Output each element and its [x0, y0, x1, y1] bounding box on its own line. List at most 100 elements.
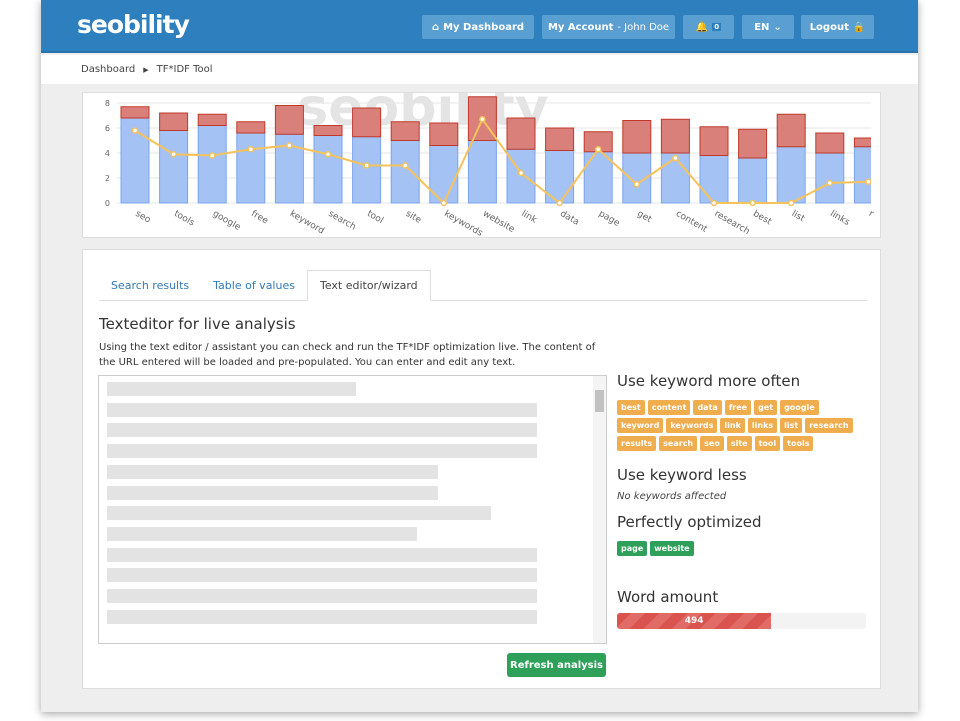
keyword-chart: seobility 0 2 4 6 8 seo tools google free keyword s…: [82, 92, 881, 239]
keyword-tag: list: [780, 418, 803, 433]
word-amount-title: Word amount: [617, 588, 719, 606]
bar-red: [197, 113, 227, 126]
y-tick-label: 4: [105, 149, 110, 158]
x-tick-label: research: [713, 209, 752, 237]
keyword-tag: tools: [783, 436, 814, 451]
text-line: [107, 403, 537, 417]
keyword-tag: data: [693, 400, 722, 415]
line-point: [517, 169, 525, 177]
breadcrumb-current: TF*IDF Tool: [156, 64, 213, 75]
line-point: [749, 199, 756, 207]
word-amount-fill: 494: [617, 613, 772, 629]
x-tick-label: keywords: [442, 209, 484, 239]
perfect-title: Perfectly optimized: [617, 513, 762, 531]
bar-red: [506, 117, 536, 150]
refresh-analysis-button[interactable]: Refresh analysis: [507, 653, 606, 677]
line-point: [479, 116, 486, 123]
bar-blue: [390, 140, 420, 204]
x-tick-label: data: [558, 209, 581, 228]
home-icon: ⌂: [431, 21, 440, 33]
x-tick-label: keyword: [288, 209, 326, 237]
bar-red: [699, 126, 729, 156]
keyword-tag: get: [754, 400, 778, 415]
line-point: [363, 162, 370, 169]
perfect-tags: page website: [617, 541, 867, 556]
text-line: [107, 423, 537, 437]
text-line: [107, 382, 356, 396]
line-point: [633, 181, 641, 188]
tab-table-of-values[interactable]: Table of values: [213, 278, 295, 292]
tab-text-editor[interactable]: Text editor/wizard: [306, 270, 431, 301]
less-title: Use keyword less: [617, 466, 747, 484]
keyword-tag: content: [647, 400, 691, 415]
line-point: [710, 199, 718, 207]
my-dashboard-button[interactable]: ⌂ My Dashboard: [422, 15, 534, 39]
language-label: EN: [754, 21, 770, 33]
chevron-down-icon: ⌄: [773, 21, 782, 33]
bar-red: [776, 113, 806, 148]
y-tick-label: 2: [105, 174, 110, 183]
top-navbar: seobility ⌂ My Dashboard My Account - Joh…: [41, 0, 918, 53]
bar-blue: [699, 155, 729, 204]
bar-blue: [776, 146, 806, 204]
bar-red: [120, 106, 150, 119]
keyword-tag: best: [617, 400, 645, 415]
bar-blue: [467, 140, 497, 204]
text-line: [107, 568, 537, 582]
breadcrumb-dashboard[interactable]: Dashboard: [81, 64, 136, 75]
bar-red: [390, 121, 420, 141]
x-tick-label: tool: [365, 209, 385, 226]
keyword-tag: research: [805, 418, 853, 433]
my-account-label: My Account: [547, 21, 614, 33]
bar-blue: [236, 132, 266, 204]
line-point: [556, 199, 563, 207]
keyword-tag: keyword: [617, 418, 664, 433]
y-tick-label: 8: [105, 99, 110, 108]
lock-icon: 🔒: [852, 21, 866, 33]
x-tick-label: list: [790, 209, 807, 225]
keyword-tag: site: [726, 436, 752, 451]
more-often-title: Use keyword more often: [617, 372, 801, 390]
bar-blue: [352, 136, 382, 204]
notifications-button[interactable]: 🔔 0: [683, 15, 734, 39]
bar-blue: [660, 152, 690, 204]
scrollbar-thumb[interactable]: [595, 390, 604, 412]
bar-red: [545, 127, 575, 151]
x-tick-label: content: [674, 209, 709, 235]
caret-right-icon: ▶: [143, 65, 149, 74]
editor-description: Using the text editor / assistant you ca…: [99, 342, 596, 368]
line-point: [286, 142, 293, 149]
x-tick-label: search: [327, 209, 358, 233]
bar-blue: [853, 146, 871, 204]
bar-red: [660, 118, 690, 154]
x-tick-label: site: [404, 209, 423, 226]
line-point: [131, 127, 139, 134]
line-point: [208, 152, 216, 159]
scrollbar[interactable]: [593, 376, 606, 643]
keyword-tag: links: [747, 418, 778, 433]
bar-red: [429, 122, 459, 146]
breadcrumb: Dashboard ▶ TF*IDF Tool: [41, 55, 918, 84]
logo[interactable]: seobility: [77, 10, 190, 39]
bar-blue: [197, 125, 227, 204]
x-tick-label: r: [867, 209, 875, 220]
logout-label: Logout: [809, 21, 849, 33]
x-tick-label: website: [481, 209, 517, 235]
no-keywords-text: No keywords affected: [617, 491, 727, 502]
bar-blue: [159, 130, 189, 204]
text-editor[interactable]: [98, 375, 607, 644]
more-often-tags: best content data free get google keyword keywo…: [617, 400, 867, 451]
bar-blue: [545, 150, 575, 204]
tab-bar: Search results Table of values Text edit…: [99, 270, 867, 301]
text-line: [107, 527, 417, 541]
bell-icon: 🔔: [695, 21, 709, 33]
keyword-tag: search: [659, 436, 698, 451]
keyword-tag: link: [720, 418, 745, 433]
my-account-button[interactable]: My Account - John Doe: [542, 15, 675, 39]
tab-search-results[interactable]: Search results: [111, 278, 190, 292]
logout-button[interactable]: Logout 🔒: [801, 15, 874, 39]
x-tick-label: free: [249, 209, 270, 227]
text-line: [107, 589, 537, 603]
language-dropdown[interactable]: EN ⌄: [742, 15, 794, 39]
